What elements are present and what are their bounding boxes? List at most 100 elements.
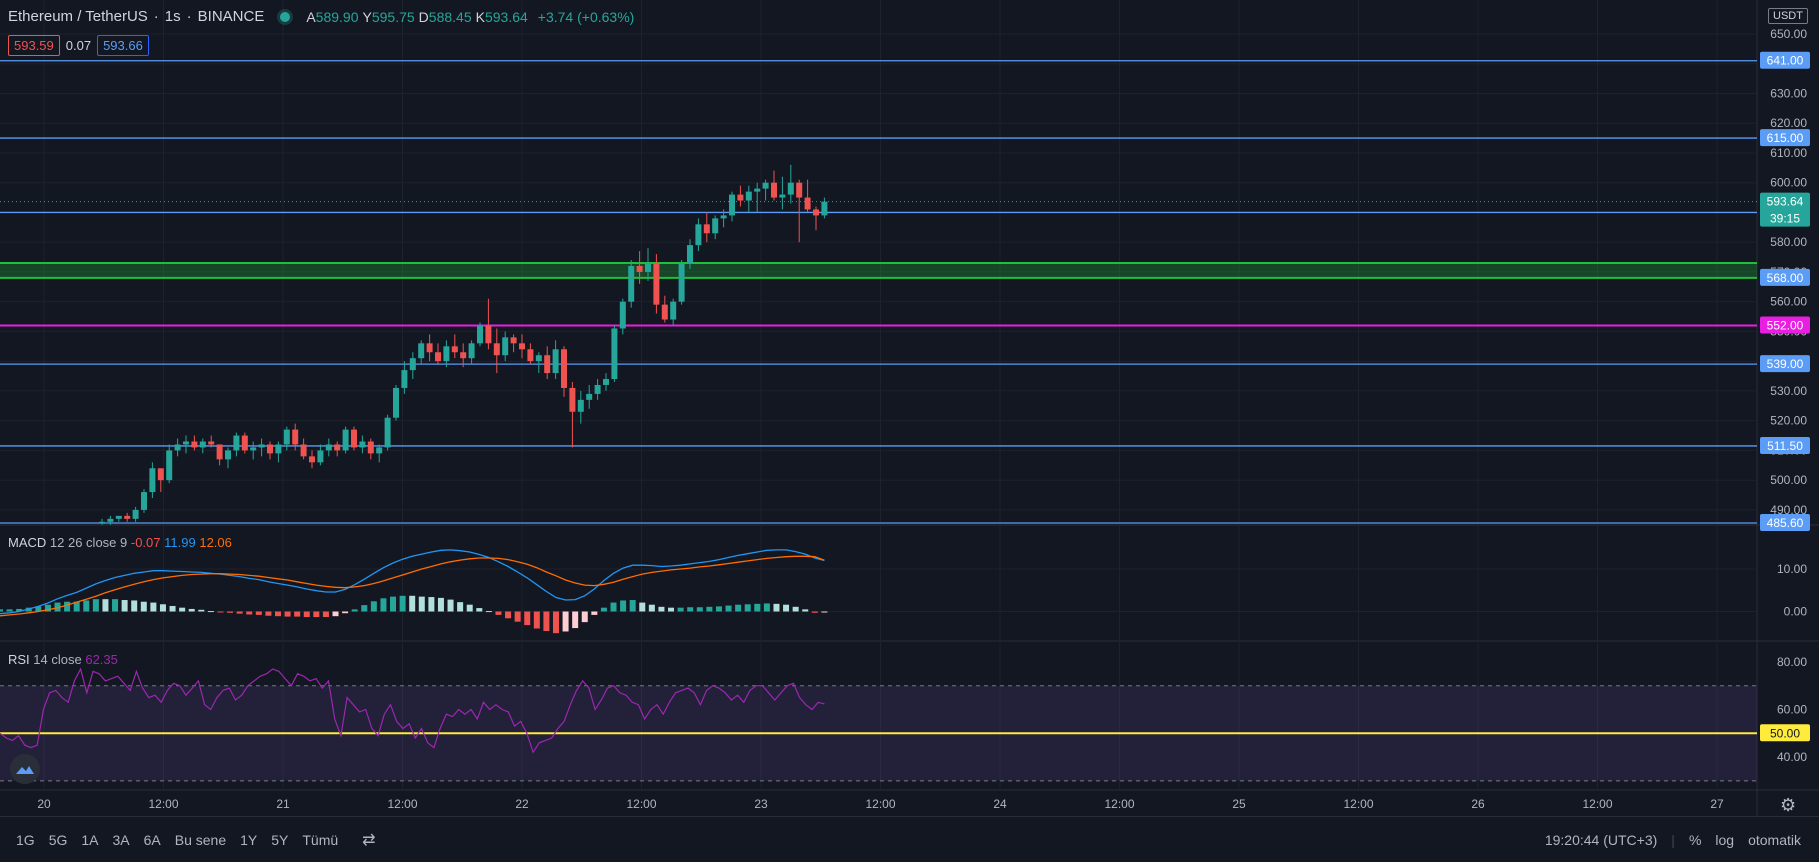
macd-histogram-bar: [610, 602, 617, 612]
candle: [225, 447, 231, 469]
macd-tick-label: 10.00: [1777, 562, 1807, 576]
sell-button[interactable]: 593.59: [8, 35, 60, 56]
buy-button[interactable]: 593.66: [97, 35, 149, 56]
candle-body: [779, 194, 786, 198]
macd-histogram-bar: [44, 604, 51, 612]
candle-body: [687, 245, 693, 264]
candle-body: [233, 435, 240, 451]
price-axis[interactable]: 490.00500.00510.00520.00530.00540.00550.…: [1760, 27, 1810, 764]
candle-body: [283, 429, 290, 445]
timeframe-button[interactable]: 1Y: [240, 831, 258, 848]
candle-body: [393, 387, 399, 418]
rsi-params: 14 close: [33, 652, 82, 667]
candle: [821, 197, 828, 219]
candle-body: [149, 468, 156, 493]
interval[interactable]: 1s: [164, 8, 181, 25]
candle: [527, 343, 534, 365]
candle-body: [191, 441, 198, 448]
clock[interactable]: 19:20:44 (UTC+3): [1544, 831, 1658, 848]
timeframe-button[interactable]: Tümü: [302, 831, 339, 848]
chart-canvas[interactable]: 490.00500.00510.00520.00530.00540.00550.…: [0, 0, 1819, 816]
date-range-icon[interactable]: ⇄: [362, 831, 376, 849]
macd-histogram-bar: [629, 600, 636, 612]
market-status-icon: [280, 11, 291, 22]
candle-body: [527, 349, 534, 362]
gear-icon[interactable]: ⚙: [1780, 795, 1797, 815]
candle-body: [426, 343, 433, 353]
candle: [451, 334, 458, 359]
macd-histogram-bar: [246, 611, 253, 615]
rsi-legend[interactable]: RSI 14 close 62.35: [8, 652, 118, 667]
candle: [619, 298, 626, 335]
auto-toggle[interactable]: otomatik: [1748, 831, 1801, 848]
timeframe-button[interactable]: 6A: [143, 831, 161, 848]
currency-badge[interactable]: USDT: [1768, 8, 1808, 24]
horizontal-lines: [0, 60, 1757, 524]
candle-body: [611, 328, 618, 380]
candle: [359, 435, 366, 454]
timeframe-button[interactable]: 5Y: [271, 831, 289, 848]
macd-histogram-bar: [112, 599, 119, 612]
timeframe-button[interactable]: 5G: [48, 831, 68, 848]
candle: [729, 191, 735, 222]
candle-body: [577, 399, 584, 412]
macd-histogram-bar: [495, 611, 502, 615]
percent-toggle[interactable]: %: [1688, 831, 1702, 848]
timeframe-button[interactable]: Bu sene: [174, 831, 227, 848]
timeframe-button[interactable]: 1A: [81, 831, 99, 848]
time-axis[interactable]: 20 12:00 21 12:00 22 12:00 23 12:00 24 12:00 25 12:…: [37, 797, 1724, 811]
macd-signal-value: 12.06: [199, 535, 232, 550]
log-toggle[interactable]: log: [1715, 831, 1735, 848]
macd-histogram-bar: [140, 601, 147, 612]
candle: [468, 340, 475, 365]
candle-body: [678, 263, 685, 302]
price-tick-label: 630.00: [1770, 86, 1807, 100]
candle-body: [745, 191, 752, 201]
macd-legend[interactable]: MACD 12 26 close 9 -0.07 11.99 12.06: [8, 535, 232, 550]
macd-histogram-bar: [217, 611, 224, 613]
candle-body: [451, 346, 458, 353]
macd-histogram-bar: [322, 611, 329, 618]
time-tick-label: 12:00: [1582, 797, 1612, 811]
candle: [460, 343, 467, 368]
candle: [435, 343, 441, 365]
ohlc-value: 589.90: [315, 8, 359, 25]
symbol-name[interactable]: Ethereum / TetherUS: [8, 8, 148, 25]
macd-hist-value: -0.07: [130, 535, 161, 550]
candle-body: [435, 352, 441, 362]
candle-body: [141, 492, 147, 510]
candle: [645, 248, 651, 281]
candle-body: [225, 450, 231, 460]
candle: [216, 444, 223, 466]
candle: [670, 298, 677, 326]
macd-histogram-bar: [706, 606, 713, 612]
rsi-tick-label: 80.00: [1777, 655, 1807, 669]
price-tick-label: 500.00: [1770, 473, 1807, 487]
macd-histogram-bar: [514, 611, 521, 622]
candle: [351, 426, 357, 451]
candle: [233, 432, 240, 457]
candle-body: [384, 417, 391, 448]
candle: [787, 164, 794, 204]
macd-histogram-bar: [332, 611, 339, 617]
timeframe-button[interactable]: 3A: [112, 831, 130, 848]
rsi-tick-label: 40.00: [1777, 750, 1807, 764]
support-zone: [0, 262, 1757, 278]
candle: [661, 295, 668, 323]
candle: [267, 441, 273, 460]
macd-histogram-bar: [64, 601, 71, 612]
candle-body: [804, 197, 811, 210]
candle: [115, 515, 122, 522]
timeframe-button[interactable]: 1G: [16, 831, 35, 848]
candle: [519, 334, 525, 359]
change-value: +3.74 (+0.63%): [537, 8, 635, 25]
rsi-midline-label-bg: [1760, 724, 1810, 742]
macd-histogram-bar: [505, 611, 512, 619]
macd-histogram-bar: [361, 605, 368, 612]
candle-body: [132, 509, 139, 519]
candle: [199, 438, 206, 454]
candle-body: [645, 263, 651, 272]
candle: [552, 340, 559, 380]
tradingview-logo-icon[interactable]: [10, 754, 40, 784]
time-tick-label: 22: [515, 797, 529, 811]
